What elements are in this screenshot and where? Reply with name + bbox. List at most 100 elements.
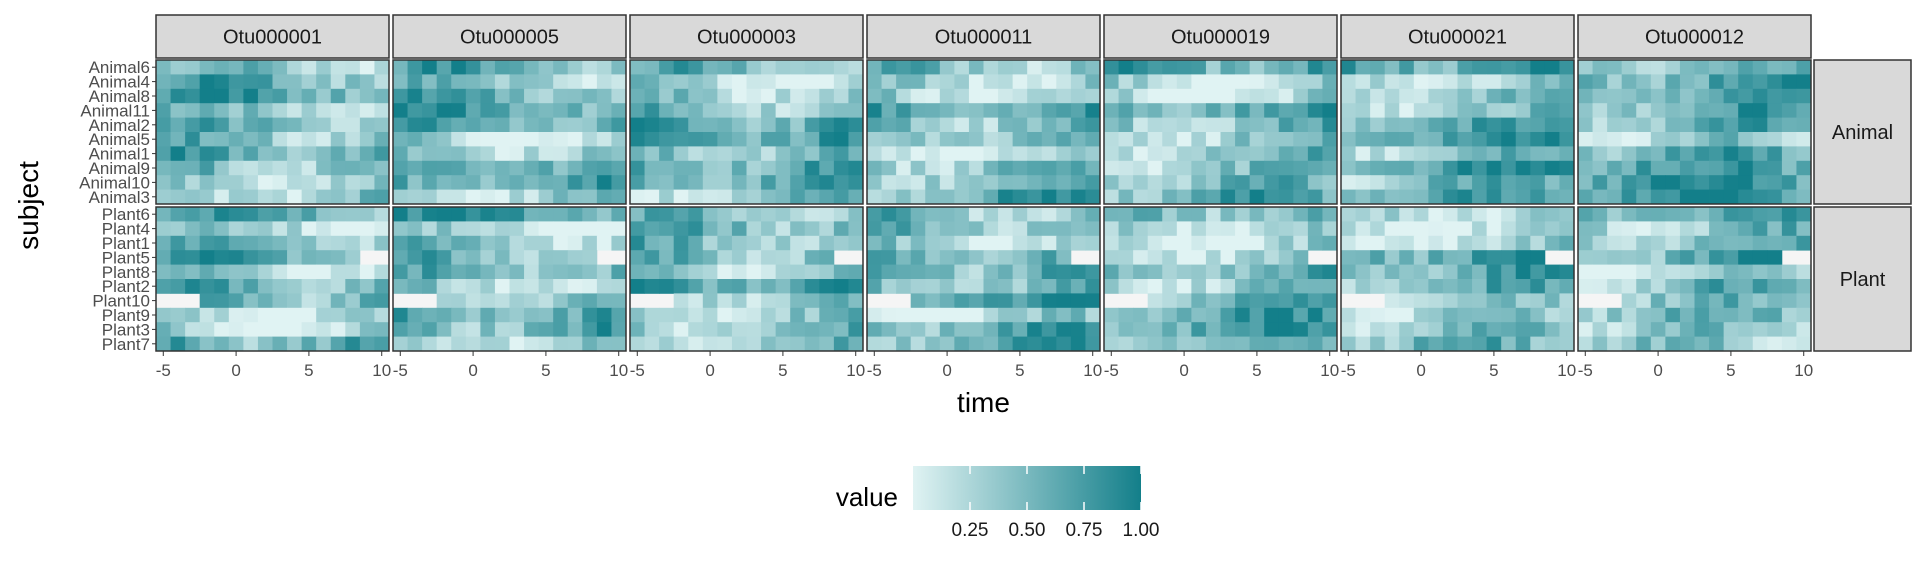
heatmap-cell (1428, 146, 1444, 162)
heatmap-cell (524, 250, 540, 265)
heatmap-cell (673, 264, 689, 280)
heatmap-cell (896, 264, 912, 280)
heatmap-cell (717, 235, 733, 251)
heatmap-cell (374, 103, 390, 118)
heatmap-cell (1293, 74, 1309, 90)
heatmap-cell (1384, 160, 1400, 176)
heatmap-cell (761, 146, 777, 162)
heatmap-cell (1322, 235, 1338, 251)
heatmap-cell (998, 189, 1014, 205)
heatmap-cell (1162, 74, 1178, 90)
heatmap-cell (1264, 279, 1280, 294)
heatmap-cell (896, 336, 912, 352)
heatmap-cell (896, 221, 912, 237)
heatmap-cell (524, 207, 540, 222)
heatmap-cell (1578, 117, 1593, 133)
heatmap-cell (1027, 322, 1043, 337)
heatmap-cell (1501, 160, 1517, 176)
heatmap-cell (436, 336, 452, 352)
heatmap-cell (1133, 74, 1149, 90)
heatmap-cell (1592, 250, 1608, 265)
heatmap-cell (819, 189, 835, 205)
heatmap-cell (538, 279, 554, 294)
heatmap-cell (1679, 293, 1695, 309)
heatmap-cell (214, 250, 230, 265)
heatmap-cell (998, 279, 1014, 294)
heatmap-cell (775, 88, 791, 104)
heatmap-cell (1220, 175, 1236, 190)
heatmap-cell (1235, 235, 1251, 251)
heatmap-cell (422, 88, 438, 104)
heatmap-cell (1191, 293, 1207, 309)
heatmap-cell (1752, 74, 1768, 90)
heatmap-cell (596, 146, 612, 162)
heatmap-cell (1355, 117, 1371, 133)
heatmap-cell (509, 88, 525, 104)
heatmap-cell (272, 175, 288, 190)
heatmap-cell (1355, 279, 1371, 294)
heatmap-cell (983, 264, 999, 280)
heatmap-cell (393, 221, 408, 237)
heatmap-cell (287, 60, 303, 75)
heatmap-cell (1530, 235, 1546, 251)
heatmap-cell (465, 146, 481, 162)
heatmap-cell (374, 146, 390, 162)
heatmap-cell (998, 132, 1014, 147)
y-tick-label: Animal1 (89, 145, 150, 164)
heatmap-cell (1133, 221, 1149, 237)
heatmap-cell (1118, 146, 1134, 162)
heatmap-cell (287, 293, 303, 309)
heatmap-cell (998, 175, 1014, 190)
heatmap-cell (596, 103, 612, 118)
heatmap-cell (567, 146, 583, 162)
heatmap-cell (804, 250, 820, 265)
heatmap-cell (1012, 279, 1028, 294)
heatmap-cell (1341, 117, 1356, 133)
heatmap-cell (330, 160, 346, 176)
heatmap-cell (983, 250, 999, 265)
heatmap-cell (524, 293, 540, 309)
x-axis-otu000012: -5 0 5 10 (1578, 351, 1813, 380)
heatmap-cell (1501, 235, 1517, 251)
heatmap-cell (272, 235, 288, 251)
heatmap-cell (968, 74, 984, 90)
heatmap-cell (775, 322, 791, 337)
heatmap-cell (1578, 74, 1593, 90)
heatmap-cell (644, 146, 660, 162)
heatmap-cell (1530, 146, 1546, 162)
heatmap-cell (1636, 307, 1652, 323)
heatmap-cell (1133, 88, 1149, 104)
heatmap-cell (1056, 175, 1072, 190)
heatmap-cell (761, 74, 777, 90)
heatmap-cell (228, 189, 244, 205)
heatmap-cell (833, 307, 849, 323)
heatmap-cell (1607, 307, 1623, 323)
heatmap-cell (170, 322, 186, 337)
heatmap-cell (1147, 264, 1163, 280)
heatmap-cell (185, 132, 201, 147)
heatmap-cell (1767, 307, 1783, 323)
heatmap-cell (910, 235, 926, 251)
x-axis-otu000019: -5 0 5 10 (1104, 351, 1339, 380)
heatmap-cell (611, 88, 627, 104)
heatmap-cell (790, 103, 806, 118)
heatmap-cell (630, 60, 645, 75)
heatmap-cell (1592, 235, 1608, 251)
heatmap-cell (1012, 117, 1028, 133)
heatmap-cell (1559, 160, 1575, 176)
heatmap-cell (582, 60, 598, 75)
heatmap-cell (983, 307, 999, 323)
heatmap-cell (1457, 103, 1473, 118)
panel-otu000021-animal (1340, 59, 1575, 205)
heatmap-cell (954, 146, 970, 162)
heatmap-cell (630, 336, 645, 352)
heatmap-cell (1650, 74, 1666, 90)
heatmap-cell (833, 132, 849, 147)
heatmap-cell (1293, 60, 1309, 75)
heatmap-cell (301, 322, 317, 337)
heatmap-cell (1205, 235, 1221, 251)
heatmap-cell (374, 74, 390, 90)
heatmap-cell (1235, 74, 1251, 90)
heatmap-cell (1501, 207, 1517, 222)
heatmap-cell (407, 279, 423, 294)
